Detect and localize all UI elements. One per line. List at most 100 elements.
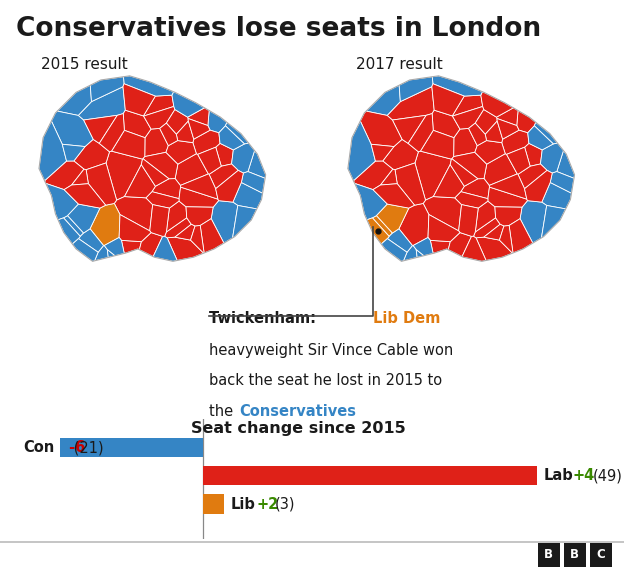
Bar [563,543,586,567]
Polygon shape [179,187,218,207]
Polygon shape [415,151,451,200]
Polygon shape [550,172,574,193]
Polygon shape [200,219,224,253]
Polygon shape [433,165,464,198]
Polygon shape [46,184,79,220]
Polygon shape [146,192,179,208]
Polygon shape [145,128,168,157]
Polygon shape [122,241,142,254]
Polygon shape [381,169,397,185]
Text: (21): (21) [69,440,104,455]
Polygon shape [432,76,482,96]
Polygon shape [79,229,104,253]
Polygon shape [432,110,460,138]
Polygon shape [180,174,218,199]
Polygon shape [518,164,547,189]
Polygon shape [106,151,142,200]
Polygon shape [72,169,89,185]
Text: (49): (49) [592,469,622,483]
Polygon shape [392,115,426,144]
Polygon shape [124,165,155,198]
Polygon shape [431,241,451,254]
Polygon shape [461,178,489,199]
Polygon shape [489,174,527,199]
Text: Con: Con [24,440,55,455]
Polygon shape [160,123,178,146]
Polygon shape [475,141,505,164]
Polygon shape [123,84,155,116]
Text: Conservatives: Conservatives [240,404,356,419]
Polygon shape [119,214,151,242]
Polygon shape [86,163,117,205]
Polygon shape [124,110,151,138]
Polygon shape [388,229,412,253]
Polygon shape [175,154,208,185]
Polygon shape [497,119,519,139]
Polygon shape [188,119,210,139]
Polygon shape [152,178,180,199]
Polygon shape [84,115,117,144]
Polygon shape [484,154,517,185]
Polygon shape [381,239,407,261]
Polygon shape [112,131,145,159]
Polygon shape [507,147,530,174]
Text: +2: +2 [256,496,278,511]
Polygon shape [153,236,177,261]
Polygon shape [39,121,67,181]
Polygon shape [51,111,93,146]
Polygon shape [107,250,115,258]
Text: B: B [570,548,579,561]
Polygon shape [167,237,203,260]
Text: B: B [544,548,553,561]
Polygon shape [432,84,464,116]
Polygon shape [454,128,477,157]
Polygon shape [387,87,434,120]
Polygon shape [502,130,529,154]
Polygon shape [557,150,575,178]
Polygon shape [534,123,557,144]
Polygon shape [144,107,175,129]
Polygon shape [57,86,92,115]
Polygon shape [452,152,487,179]
Polygon shape [542,182,572,209]
Polygon shape [211,201,238,243]
Bar [203,466,537,486]
Text: -6: -6 [64,440,85,455]
Polygon shape [248,150,266,178]
Polygon shape [95,246,109,261]
Polygon shape [497,108,518,125]
Polygon shape [423,197,462,231]
Polygon shape [367,218,389,244]
Polygon shape [186,207,213,226]
Polygon shape [166,141,197,164]
Polygon shape [198,147,222,174]
Polygon shape [408,113,433,152]
Polygon shape [462,236,486,261]
Polygon shape [528,126,553,150]
Polygon shape [469,123,487,146]
Text: Twickenham:: Twickenham: [209,311,321,325]
Polygon shape [371,144,394,161]
Polygon shape [167,201,187,232]
Polygon shape [219,126,245,150]
Text: (3): (3) [275,496,296,511]
Polygon shape [114,197,153,231]
Polygon shape [450,159,478,186]
Polygon shape [376,204,409,233]
Bar [60,438,203,457]
Polygon shape [373,184,414,208]
Polygon shape [208,111,227,133]
Polygon shape [413,238,433,256]
Text: C: C [597,548,605,561]
Text: Lib: Lib [230,496,255,511]
Polygon shape [475,109,497,135]
Polygon shape [421,131,454,159]
Polygon shape [348,121,376,181]
Polygon shape [209,164,238,189]
Polygon shape [448,233,472,256]
Polygon shape [193,130,220,154]
Text: Lab: Lab [544,469,573,483]
Polygon shape [104,238,124,256]
Polygon shape [455,192,488,208]
Polygon shape [373,215,392,237]
